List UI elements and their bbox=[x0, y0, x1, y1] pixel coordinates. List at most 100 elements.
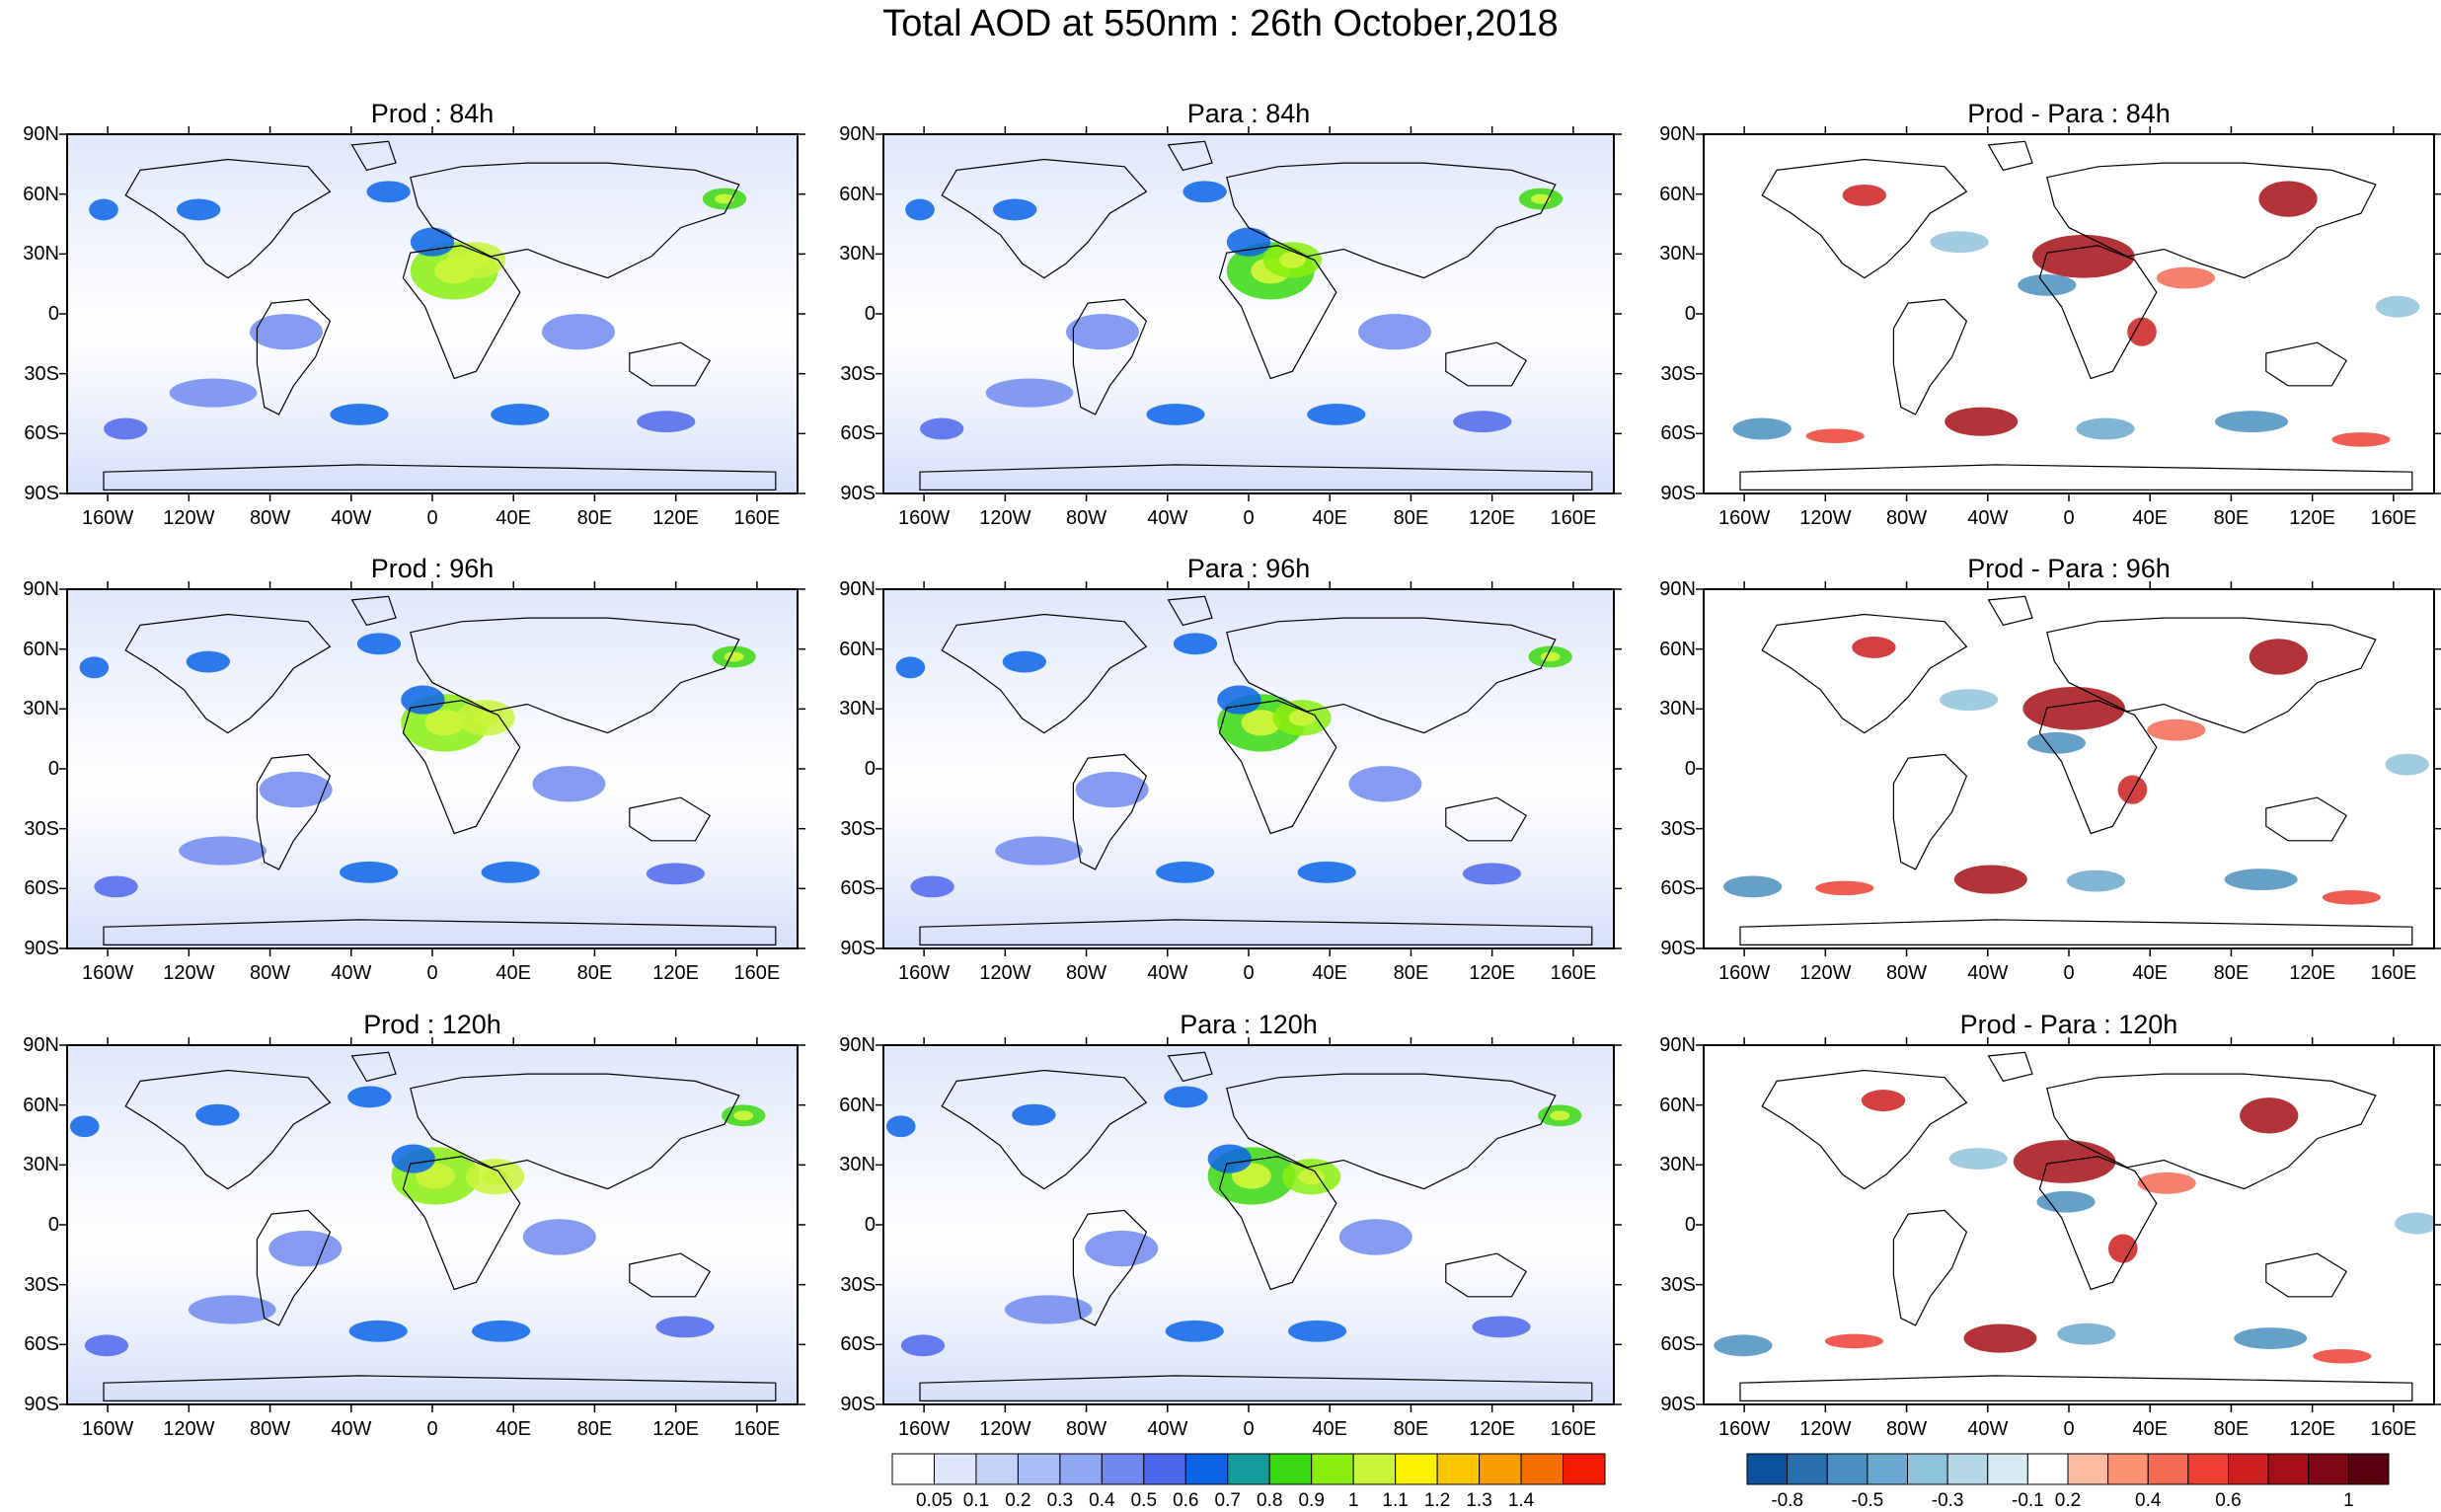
coastline bbox=[1226, 617, 1557, 734]
lat-label: 60S bbox=[24, 877, 59, 900]
lat-label: 60S bbox=[24, 422, 59, 445]
coastline bbox=[410, 1073, 740, 1190]
lon-label: 160W bbox=[1717, 1418, 1771, 1440]
lon-label: 160E bbox=[1550, 507, 1597, 529]
difference-plume bbox=[2032, 234, 2135, 278]
difference-plume bbox=[1963, 1323, 2037, 1353]
lon-label: 40W bbox=[1967, 962, 2009, 984]
difference-plume bbox=[1940, 689, 1999, 712]
lon-label: 80W bbox=[1885, 962, 1928, 984]
aerosol-plume-core bbox=[1531, 193, 1551, 204]
colorbar-swatch bbox=[1101, 1453, 1145, 1485]
aerosol-plume bbox=[84, 1334, 129, 1357]
map-panel bbox=[1696, 1037, 2441, 1412]
colorbar-label: 1.2 bbox=[1423, 1490, 1451, 1511]
lon-label: 120E bbox=[2289, 1418, 2336, 1440]
coastline bbox=[124, 158, 332, 279]
lat-label: 90N bbox=[23, 578, 59, 600]
aerosol-plume bbox=[1472, 1316, 1531, 1338]
lat-label: 90N bbox=[839, 123, 876, 145]
lat-label: 90N bbox=[1659, 578, 1696, 600]
aerosol-plume bbox=[195, 1103, 240, 1126]
colorbar-swatch bbox=[1143, 1453, 1186, 1485]
lon-label: 40W bbox=[331, 507, 372, 529]
diff-colorbar bbox=[1746, 1453, 2390, 1485]
coastline bbox=[402, 700, 521, 835]
coastline bbox=[629, 1252, 712, 1298]
aerosol-plume bbox=[542, 314, 615, 350]
aerosol-plume bbox=[522, 1219, 596, 1255]
colorbar-swatch bbox=[2347, 1453, 2390, 1485]
difference-plume bbox=[2076, 417, 2135, 440]
aerosol-plume bbox=[1173, 633, 1218, 655]
coastline bbox=[941, 158, 1148, 279]
lat-label: 90S bbox=[24, 1394, 59, 1415]
lon-label: 0 bbox=[426, 1418, 438, 1440]
aerosol-plume bbox=[655, 1316, 715, 1338]
aerosol-plume bbox=[637, 411, 696, 433]
colorbar-swatch bbox=[1059, 1453, 1103, 1485]
lon-label: 160W bbox=[1717, 507, 1771, 529]
aerosol-plume bbox=[391, 1144, 435, 1173]
coastline bbox=[402, 245, 521, 380]
colorbar-swatch bbox=[891, 1453, 935, 1485]
lat-label: 90N bbox=[1659, 123, 1696, 145]
lon-label: 80W bbox=[249, 962, 291, 984]
lat-label: 30N bbox=[23, 698, 59, 720]
lat-label: 60S bbox=[24, 1333, 59, 1356]
lat-label: 60N bbox=[1659, 1094, 1696, 1116]
difference-plume bbox=[2375, 295, 2420, 318]
coastline bbox=[256, 298, 332, 416]
aerosol-plume bbox=[79, 656, 110, 679]
difference-plume bbox=[2026, 731, 2087, 754]
lat-label: 30S bbox=[1660, 362, 1696, 385]
colorbar-swatch bbox=[1946, 1453, 1989, 1485]
lon-label: 80W bbox=[1065, 962, 1107, 984]
aerosol-plume-core bbox=[724, 651, 744, 662]
lon-label: 120E bbox=[2289, 962, 2336, 984]
colorbar-label: 0.8 bbox=[1257, 1490, 1283, 1511]
lon-label: 80W bbox=[249, 507, 291, 529]
aerosol-plume-core bbox=[463, 252, 490, 268]
lon-label: 80W bbox=[1065, 507, 1107, 529]
aerosol-plume bbox=[532, 766, 606, 802]
lat-label: 60S bbox=[840, 422, 876, 445]
colorbar-swatch bbox=[1987, 1453, 2028, 1485]
coastline bbox=[124, 1069, 332, 1190]
difference-plume bbox=[2036, 1190, 2096, 1213]
coastline bbox=[103, 919, 777, 946]
aerosol-plume bbox=[1012, 1103, 1056, 1126]
coastline bbox=[1072, 1209, 1148, 1326]
aerosol-plume bbox=[1085, 1230, 1159, 1267]
colorbar-swatch bbox=[1311, 1453, 1354, 1485]
aerosol-plume bbox=[186, 650, 231, 673]
panel-title: Prod - Para : 120h bbox=[1959, 1010, 2178, 1039]
lon-label: 80E bbox=[2213, 507, 2250, 529]
lat-label: 30S bbox=[840, 1273, 876, 1296]
coastline bbox=[1218, 1156, 1337, 1291]
difference-plume bbox=[1805, 428, 1865, 444]
aerosol-plume bbox=[410, 227, 455, 257]
difference-plume bbox=[2395, 1212, 2434, 1235]
colorbar-swatch bbox=[1184, 1453, 1229, 1485]
colorbar-swatch bbox=[1867, 1453, 1908, 1485]
aerosol-plume bbox=[1165, 1320, 1224, 1342]
map-panel bbox=[59, 126, 805, 501]
aerosol-plume bbox=[1348, 766, 1422, 802]
coastline bbox=[1739, 464, 2413, 491]
lat-label: 90S bbox=[840, 483, 876, 504]
coastline bbox=[256, 1209, 332, 1326]
lon-label: 160W bbox=[897, 1418, 951, 1440]
map-panel bbox=[59, 581, 805, 956]
aerosol-plume bbox=[169, 378, 258, 408]
coastline bbox=[1167, 595, 1213, 627]
colorbar-swatch bbox=[933, 1453, 977, 1485]
lon-label: 80E bbox=[576, 507, 613, 529]
lat-label: 30S bbox=[24, 362, 59, 385]
lon-label: 0 bbox=[2063, 962, 2075, 984]
difference-plume bbox=[1842, 184, 1887, 206]
colorbar-label: 1.4 bbox=[1507, 1490, 1535, 1511]
coastline bbox=[2265, 341, 2348, 387]
colorbar-label: -0.3 bbox=[1931, 1490, 1964, 1511]
aerosol-plume-core bbox=[733, 1110, 754, 1121]
